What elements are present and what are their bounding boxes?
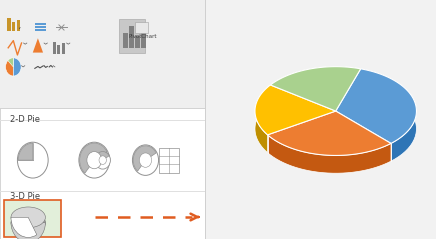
Bar [0,108,205,239]
Circle shape [87,152,102,169]
Bar [0,108,205,110]
Bar [0,120,205,121]
Bar [129,26,134,48]
Bar [57,45,60,54]
Polygon shape [255,85,270,153]
Bar [123,33,128,48]
Circle shape [17,142,48,178]
Polygon shape [33,38,43,53]
Ellipse shape [11,207,45,228]
Ellipse shape [11,212,45,233]
Wedge shape [11,223,45,239]
Bar [35,26,46,28]
Bar [35,23,46,25]
Bar [12,22,15,31]
Wedge shape [6,58,14,76]
Bar [0,191,205,192]
Bar [135,36,140,48]
Polygon shape [268,135,391,173]
Bar [53,42,56,54]
Wedge shape [11,217,37,237]
Polygon shape [270,67,361,111]
Wedge shape [8,58,14,67]
Bar [205,0,206,239]
Polygon shape [361,69,416,161]
Polygon shape [255,85,336,135]
Wedge shape [14,58,21,76]
Wedge shape [18,143,33,160]
Bar [4,200,61,237]
Bar [7,18,10,31]
Bar [0,0,205,108]
Wedge shape [95,152,109,167]
Polygon shape [270,67,361,103]
Bar [35,29,46,31]
Circle shape [79,142,109,178]
Bar [159,147,179,173]
Bar [141,29,146,48]
Circle shape [140,153,152,167]
Bar [119,19,146,53]
Bar [61,43,65,54]
Bar [135,22,147,33]
Circle shape [95,151,110,169]
Text: PivotChart: PivotChart [128,34,157,39]
Polygon shape [268,111,391,155]
Bar [17,20,20,31]
Text: 3-D Pie: 3-D Pie [10,192,41,201]
Polygon shape [336,69,416,143]
Text: 2-D Pie: 2-D Pie [10,115,40,124]
Circle shape [133,145,159,175]
Wedge shape [80,143,107,173]
Circle shape [99,156,106,164]
Wedge shape [133,146,156,171]
